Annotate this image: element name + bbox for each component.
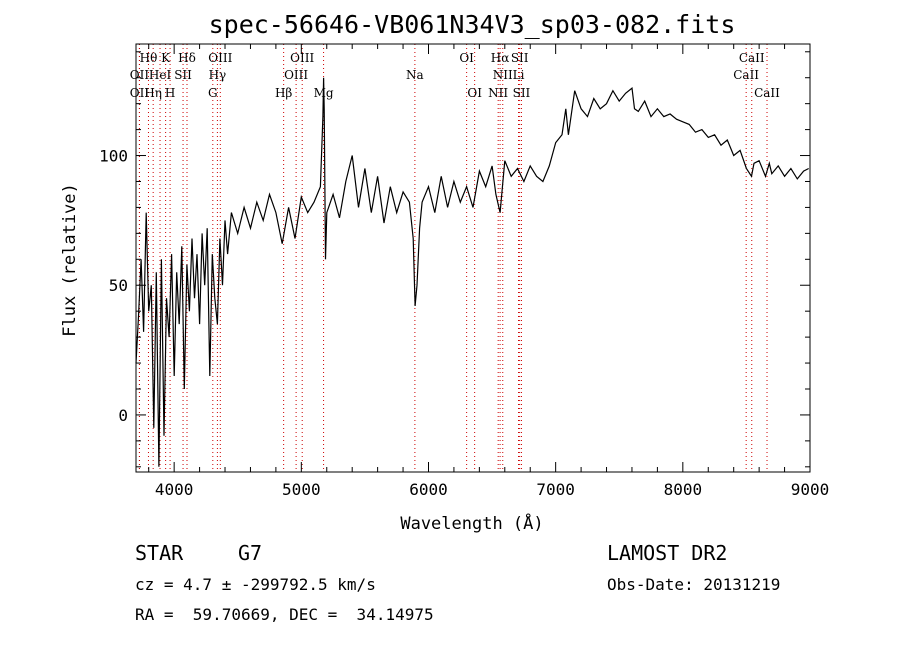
line-label-23: NII — [488, 86, 508, 100]
line-label-4: K — [161, 51, 171, 65]
redshift-text: cz = 4.7 ± -299792.5 km/s — [135, 575, 376, 594]
line-label-8: Hδ — [178, 51, 196, 65]
x-tick-label-5000: 5000 — [282, 480, 321, 499]
line-label-1: OII — [130, 86, 150, 100]
spectrum-series-line — [135, 77, 809, 467]
line-label-20: SII — [511, 51, 529, 65]
line-label-17: OI — [459, 51, 474, 65]
survey-name: LAMOST DR2 — [607, 541, 727, 565]
line-label-24: SII — [513, 86, 531, 100]
x-tick-label-7000: 7000 — [536, 480, 575, 499]
object-class: STAR — [135, 541, 184, 565]
line-label-16: Na — [406, 68, 424, 82]
line-label-27: CaII — [754, 86, 780, 100]
y-tick-label-0: 0 — [118, 406, 128, 425]
line-label-12: Hβ — [275, 86, 292, 100]
line-label-7: H — [165, 86, 175, 100]
line-label-13: OIII — [290, 51, 314, 65]
line-label-22: Li — [513, 68, 525, 82]
line-label-10: Hγ — [209, 68, 227, 82]
y-tick-label-100: 100 — [99, 147, 128, 166]
y-axis-label: Flux (relative) — [60, 183, 80, 337]
y-tick-label-50: 50 — [109, 276, 128, 295]
line-label-3: Hη — [144, 86, 162, 100]
obs-date: Obs-Date: 20131219 — [607, 575, 780, 594]
line-label-9: OIII — [208, 51, 232, 65]
x-tick-label-9000: 9000 — [791, 480, 830, 499]
coordinates-text: RA = 59.70669, DEC = 34.14975 — [135, 605, 434, 624]
plot-frame — [135, 43, 811, 473]
line-label-21: NII — [493, 68, 513, 82]
object-subclass: G7 — [238, 541, 262, 565]
line-label-5: HeI — [149, 68, 172, 82]
line-label-18: OI — [467, 86, 482, 100]
line-label-25: CaII — [739, 51, 765, 65]
chart-title: spec-56646-VB061N34V3_sp03-082.fits — [209, 10, 736, 39]
x-tick-label-4000: 4000 — [155, 480, 194, 499]
line-label-6: SII — [174, 68, 192, 82]
line-label-26: CaII — [733, 68, 759, 82]
x-tick-label-8000: 8000 — [664, 480, 703, 499]
line-label-2: Hθ — [140, 51, 158, 65]
x-axis-label: Wavelength (Å) — [400, 512, 543, 534]
line-label-19: Hα — [491, 51, 510, 65]
line-label-11: G — [208, 86, 218, 100]
x-tick-label-6000: 6000 — [409, 480, 448, 499]
axes: 4000 5000 6000 7000 8000 9000 0 50 100 — [99, 44, 829, 499]
spectral-line-markers — [138, 44, 768, 472]
line-label-14: OIII — [284, 68, 308, 82]
line-label-0: OII — [130, 68, 150, 82]
